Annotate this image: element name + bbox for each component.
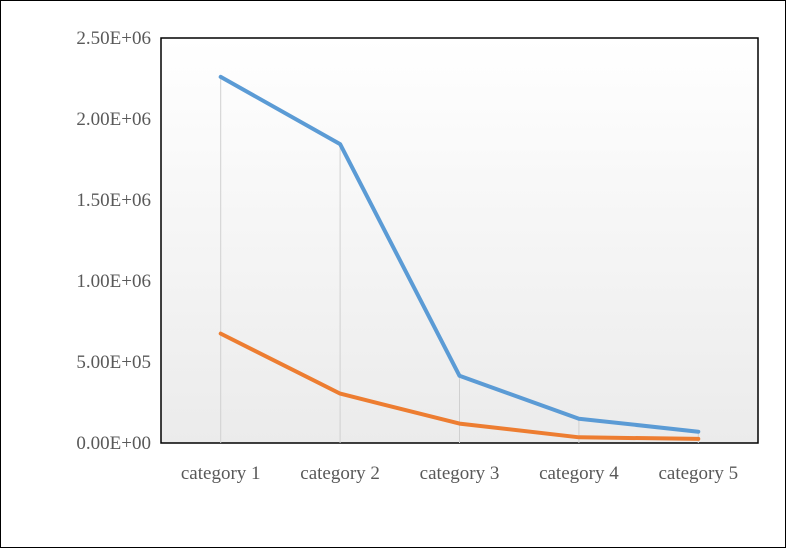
- x-tick-label: category 5: [658, 463, 738, 484]
- x-tick-label: category 4: [539, 463, 619, 484]
- y-tick-label: 1.00E+06: [76, 271, 151, 292]
- y-tick-label: 2.00E+06: [76, 109, 151, 130]
- y-tick-label: 0.00E+00: [76, 433, 151, 454]
- y-tick-label: 2.50E+06: [76, 28, 151, 49]
- x-tick-label: category 1: [181, 463, 261, 484]
- y-tick-label: 5.00E+05: [76, 352, 151, 373]
- x-tick-label: category 3: [420, 463, 500, 484]
- y-tick-label: 1.50E+06: [76, 190, 151, 211]
- x-tick-label: category 2: [300, 463, 380, 484]
